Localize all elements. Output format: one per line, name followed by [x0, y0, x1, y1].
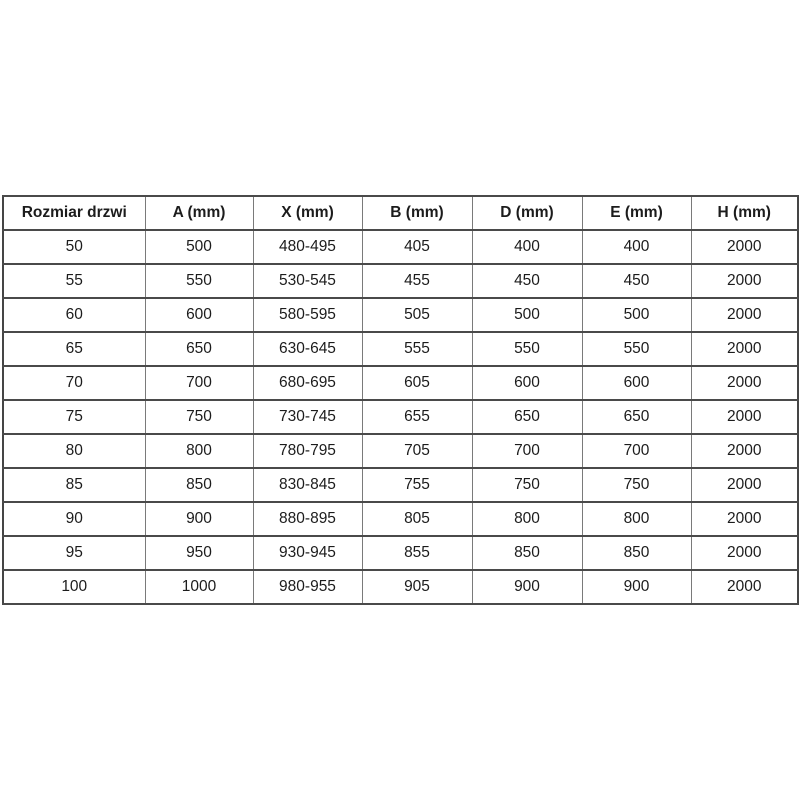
table-cell: 605: [361, 365, 473, 401]
table-cell: 905: [361, 569, 473, 605]
table-cell: 630-645: [252, 331, 363, 367]
table-cell: 850: [581, 535, 692, 571]
table-cell: 65: [2, 331, 146, 367]
table-cell: 2000: [690, 501, 799, 537]
table-cell: 750: [144, 399, 254, 435]
table-cell: 830-845: [252, 467, 363, 503]
table-cell: 650: [581, 399, 692, 435]
table-cell: 70: [2, 365, 146, 401]
table-cell: 2000: [690, 297, 799, 333]
table-cell: 500: [471, 297, 583, 333]
table-cell: 2000: [690, 331, 799, 367]
table-cell: 500: [581, 297, 692, 333]
table-cell: 2000: [690, 433, 799, 469]
table-cell: 500: [144, 229, 254, 265]
table-cell: 750: [581, 467, 692, 503]
table-cell: 55: [2, 263, 146, 299]
table-cell: 705: [361, 433, 473, 469]
table-cell: 400: [581, 229, 692, 265]
table-row: 75 750 730-745 655 650 650 2000: [2, 399, 799, 435]
table-cell: 530-545: [252, 263, 363, 299]
table-cell: 600: [581, 365, 692, 401]
table-cell: 950: [144, 535, 254, 571]
table-row: 85 850 830-845 755 750 750 2000: [2, 467, 799, 503]
table-cell: 680-695: [252, 365, 363, 401]
table-cell: 455: [361, 263, 473, 299]
table-cell: 655: [361, 399, 473, 435]
table-cell: 550: [471, 331, 583, 367]
table-cell: 900: [144, 501, 254, 537]
table-cell: 800: [471, 501, 583, 537]
column-header: X (mm): [252, 195, 363, 231]
table-cell: 550: [144, 263, 254, 299]
table-row: 95 950 930-945 855 850 850 2000: [2, 535, 799, 571]
table-cell: 600: [144, 297, 254, 333]
table-row: 50 500 480-495 405 400 400 2000: [2, 229, 799, 265]
table-row: 60 600 580-595 505 500 500 2000: [2, 297, 799, 333]
table-cell: 555: [361, 331, 473, 367]
table-cell: 405: [361, 229, 473, 265]
table-cell: 855: [361, 535, 473, 571]
column-header: Rozmiar drzwi: [2, 195, 146, 231]
table-row: 70 700 680-695 605 600 600 2000: [2, 365, 799, 401]
table-cell: 980-955: [252, 569, 363, 605]
column-header: B (mm): [361, 195, 473, 231]
table-cell: 700: [471, 433, 583, 469]
table-cell: 95: [2, 535, 146, 571]
table-row: 80 800 780-795 705 700 700 2000: [2, 433, 799, 469]
table-body: 50 500 480-495 405 400 400 2000 55 550 530-545 455…: [2, 229, 799, 605]
table-cell: 400: [471, 229, 583, 265]
table-cell: 100: [2, 569, 146, 605]
table-cell: 900: [471, 569, 583, 605]
table-cell: 85: [2, 467, 146, 503]
column-header: D (mm): [471, 195, 583, 231]
column-header: H (mm): [690, 195, 799, 231]
table-row: 90 900 880-895 805 800 800 2000: [2, 501, 799, 537]
table-row: 65 650 630-645 555 550 550 2000: [2, 331, 799, 367]
table-cell: 2000: [690, 365, 799, 401]
table-cell: 2000: [690, 229, 799, 265]
table-cell: 60: [2, 297, 146, 333]
table-cell: 75: [2, 399, 146, 435]
table-cell: 800: [144, 433, 254, 469]
table-cell: 850: [471, 535, 583, 571]
table-cell: 2000: [690, 535, 799, 571]
column-header: E (mm): [581, 195, 692, 231]
table-cell: 550: [581, 331, 692, 367]
table-cell: 650: [471, 399, 583, 435]
table-row: 100 1000 980-955 905 900 900 2000: [2, 569, 799, 605]
table-cell: 450: [471, 263, 583, 299]
table-cell: 1000: [144, 569, 254, 605]
table-cell: 800: [581, 501, 692, 537]
table-cell: 2000: [690, 467, 799, 503]
table-row: 55 550 530-545 455 450 450 2000: [2, 263, 799, 299]
table-cell: 450: [581, 263, 692, 299]
table-cell: 505: [361, 297, 473, 333]
table-cell: 930-945: [252, 535, 363, 571]
table-cell: 880-895: [252, 501, 363, 537]
table-cell: 480-495: [252, 229, 363, 265]
table-cell: 650: [144, 331, 254, 367]
table-cell: 600: [471, 365, 583, 401]
table-cell: 80: [2, 433, 146, 469]
table-cell: 2000: [690, 399, 799, 435]
table-cell: 700: [581, 433, 692, 469]
table-cell: 755: [361, 467, 473, 503]
header-row: Rozmiar drzwi A (mm) X (mm) B (mm) D (mm) E (…: [2, 195, 799, 231]
table-cell: 700: [144, 365, 254, 401]
table-cell: 90: [2, 501, 146, 537]
table-cell: 50: [2, 229, 146, 265]
table-cell: 805: [361, 501, 473, 537]
table-cell: 900: [581, 569, 692, 605]
table-cell: 750: [471, 467, 583, 503]
door-size-table: Rozmiar drzwi A (mm) X (mm) B (mm) D (mm) E (…: [2, 195, 799, 605]
table-cell: 2000: [690, 569, 799, 605]
table-cell: 850: [144, 467, 254, 503]
table-cell: 730-745: [252, 399, 363, 435]
table-cell: 780-795: [252, 433, 363, 469]
table-cell: 580-595: [252, 297, 363, 333]
column-header: A (mm): [144, 195, 254, 231]
table-cell: 2000: [690, 263, 799, 299]
